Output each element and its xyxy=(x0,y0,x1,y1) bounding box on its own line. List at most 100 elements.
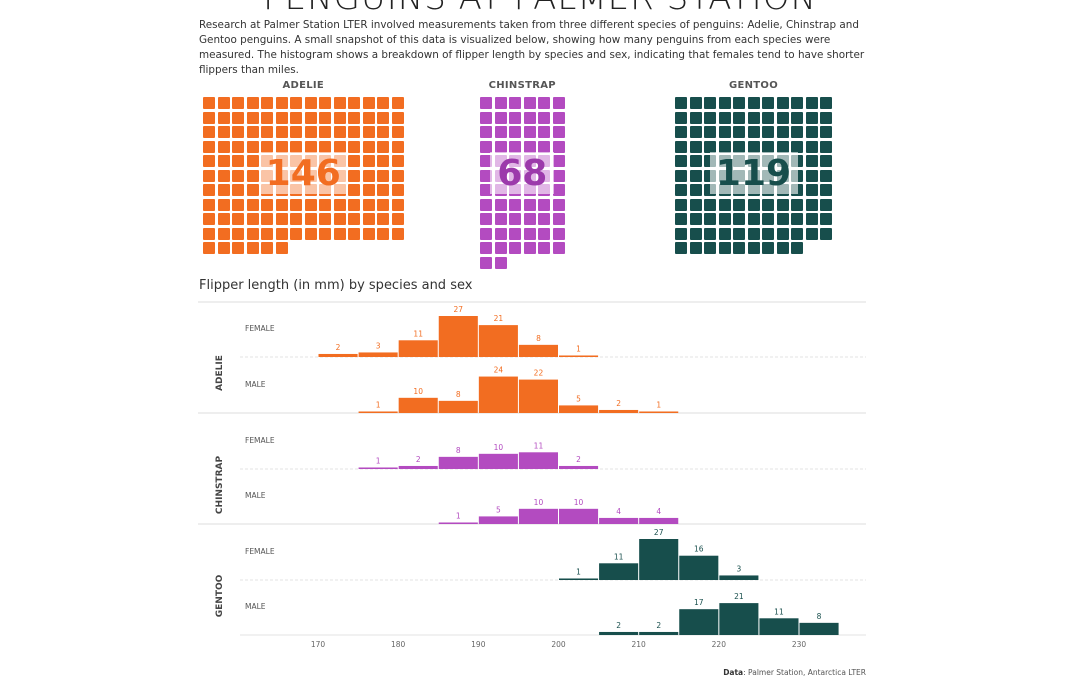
waffle-cell xyxy=(747,198,760,211)
waffle-cell xyxy=(791,140,803,153)
waffle-cell xyxy=(348,227,360,240)
waffle-cell xyxy=(718,213,731,225)
waffle-count-backdrop xyxy=(259,152,348,194)
bar-value-label: 11 xyxy=(614,552,624,561)
waffle-cell xyxy=(319,213,331,225)
waffle-cell xyxy=(377,111,389,124)
histogram-bar xyxy=(438,522,478,524)
x-tick-label: 230 xyxy=(792,640,807,649)
waffle-cell xyxy=(776,227,789,240)
waffle-cell xyxy=(523,227,536,240)
waffle-cell xyxy=(820,126,832,138)
waffle-cell xyxy=(203,155,215,167)
waffle-cell xyxy=(377,169,389,182)
waffle-cell xyxy=(538,227,550,240)
bar-value-label: 11 xyxy=(774,607,784,616)
waffle-cell xyxy=(203,140,215,153)
waffle-cell xyxy=(304,97,317,109)
waffle-cell xyxy=(377,198,389,211)
waffle-cell xyxy=(391,213,404,225)
waffle-cell xyxy=(203,169,215,182)
waffle-cell xyxy=(480,227,492,240)
waffle-cell xyxy=(377,140,389,153)
waffle-cell xyxy=(776,213,789,225)
waffle-cell xyxy=(805,140,818,153)
waffle-cell xyxy=(348,184,360,196)
waffle-cell xyxy=(538,242,550,254)
waffle-cell xyxy=(290,213,302,225)
histogram-bar xyxy=(559,508,599,524)
bar-value-label: 1 xyxy=(656,400,661,409)
waffle-cell xyxy=(805,213,818,225)
waffle-cell xyxy=(552,227,565,240)
waffle-cell xyxy=(319,97,331,109)
waffle-cell xyxy=(689,97,702,109)
waffle-cell xyxy=(523,198,536,211)
waffle-cell xyxy=(733,227,745,240)
waffle-cell xyxy=(304,126,317,138)
waffle-cell xyxy=(391,169,404,182)
waffle-cell xyxy=(246,198,259,211)
waffle-cell xyxy=(362,227,375,240)
waffle-cell xyxy=(820,184,832,196)
waffle-cell xyxy=(552,140,565,153)
data-credit-label: Data xyxy=(723,668,744,677)
histogram-bar xyxy=(639,411,679,413)
waffle-cell xyxy=(509,126,521,138)
waffle-cell xyxy=(704,242,716,254)
waffle-cell xyxy=(689,242,702,254)
waffle-cell xyxy=(523,97,536,109)
waffle-cell xyxy=(480,198,492,211)
waffle-cell xyxy=(261,242,273,254)
waffle-cell xyxy=(203,126,215,138)
waffle-cell xyxy=(805,155,818,167)
waffle-cell xyxy=(391,155,404,167)
waffle-cell xyxy=(689,111,702,124)
waffle-cell xyxy=(762,97,774,109)
sex-label: FEMALE xyxy=(245,324,275,333)
bar-value-label: 2 xyxy=(576,455,581,464)
waffle-cell xyxy=(689,227,702,240)
waffle-cell xyxy=(362,213,375,225)
waffle-cell xyxy=(333,198,346,211)
page-title: PENGUINS AT PALMER STATION xyxy=(0,0,1080,18)
waffle-cell xyxy=(246,184,259,196)
histogram-bar xyxy=(599,563,639,580)
waffle-cell xyxy=(675,184,687,196)
waffle-cell xyxy=(747,97,760,109)
waffle-cell xyxy=(538,97,550,109)
waffle-cell xyxy=(718,140,731,153)
histogram-bar xyxy=(559,355,599,357)
bar-value-label: 10 xyxy=(534,498,544,507)
histogram-bar xyxy=(719,575,759,580)
histogram-bar xyxy=(318,353,358,357)
bar-value-label: 5 xyxy=(496,505,501,514)
waffle-cell xyxy=(319,140,331,153)
histogram-bar xyxy=(398,397,438,413)
waffle-cell xyxy=(304,198,317,211)
waffle-cell xyxy=(480,213,492,225)
waffle-cell xyxy=(762,198,774,211)
bar-value-label: 2 xyxy=(656,621,661,630)
waffle-cell xyxy=(689,169,702,182)
waffle-cell xyxy=(552,184,565,196)
histogram-title: Flipper length (in mm) by species and se… xyxy=(199,278,473,293)
waffle-cell xyxy=(391,97,404,109)
x-tick-label: 180 xyxy=(391,640,406,649)
histogram-bar xyxy=(518,452,558,469)
waffle-cell xyxy=(704,126,716,138)
waffle-cell xyxy=(391,184,404,196)
waffle-cell xyxy=(791,227,803,240)
waffle-cell xyxy=(480,97,492,109)
bar-value-label: 16 xyxy=(694,545,704,554)
waffle-cell xyxy=(217,111,230,124)
waffle-cell xyxy=(275,111,288,124)
waffle-cell xyxy=(333,111,346,124)
sex-label: MALE xyxy=(245,491,266,500)
waffle-cell xyxy=(718,227,731,240)
waffle-cell xyxy=(689,184,702,196)
waffle-cell xyxy=(552,155,565,167)
waffle-cell xyxy=(805,198,818,211)
waffle-cell xyxy=(675,169,687,182)
waffle-cell xyxy=(805,126,818,138)
